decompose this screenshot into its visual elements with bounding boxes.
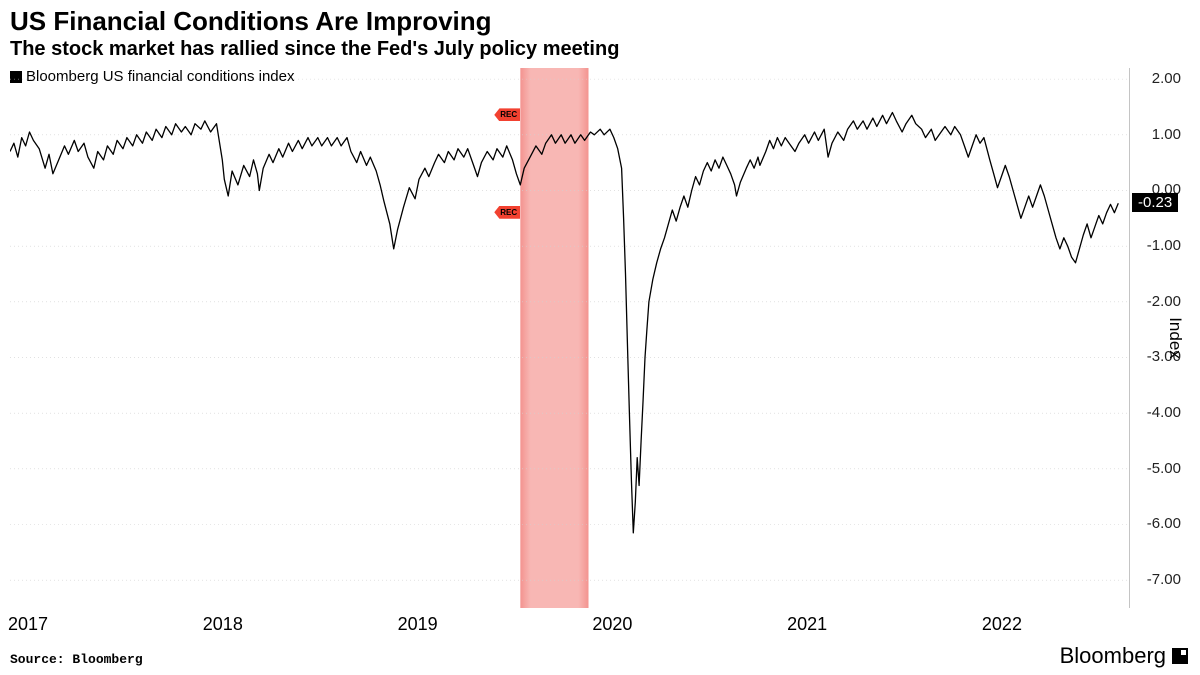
chart-title: US Financial Conditions Are Improving: [10, 6, 492, 37]
x-tick-label: 2017: [8, 614, 48, 635]
plot-area: [10, 68, 1130, 608]
y-tick-label: 2.00: [1136, 70, 1181, 87]
y-tick-label: -2.00: [1136, 293, 1181, 310]
brand-icon: [1172, 648, 1188, 664]
y-tick-label: -1.00: [1136, 237, 1181, 254]
chart-container: US Financial Conditions Are Improving Th…: [0, 0, 1200, 675]
x-tick-label: 2020: [592, 614, 632, 635]
y-axis-title: Index: [1165, 317, 1185, 359]
brand-text: Bloomberg: [1060, 643, 1166, 669]
recession-marker: REC: [494, 108, 520, 121]
last-value-badge: -0.23: [1132, 193, 1178, 212]
x-tick-label: 2021: [787, 614, 827, 635]
last-value-text: -0.23: [1138, 194, 1172, 211]
y-tick-label: -4.00: [1136, 404, 1181, 421]
y-tick-label: -7.00: [1136, 571, 1181, 588]
x-tick-label: 2018: [203, 614, 243, 635]
brand-logo: Bloomberg: [1060, 643, 1188, 669]
x-tick-label: 2019: [398, 614, 438, 635]
y-tick-label: -6.00: [1136, 515, 1181, 532]
y-tick-label: 1.00: [1136, 126, 1181, 143]
y-tick-label: -5.00: [1136, 460, 1181, 477]
source-attribution: Source: Bloomberg: [10, 652, 143, 667]
x-tick-label: 2022: [982, 614, 1022, 635]
chart-subtitle: The stock market has rallied since the F…: [10, 38, 619, 61]
plot-svg: [10, 68, 1130, 608]
recession-marker: REC: [494, 206, 520, 219]
